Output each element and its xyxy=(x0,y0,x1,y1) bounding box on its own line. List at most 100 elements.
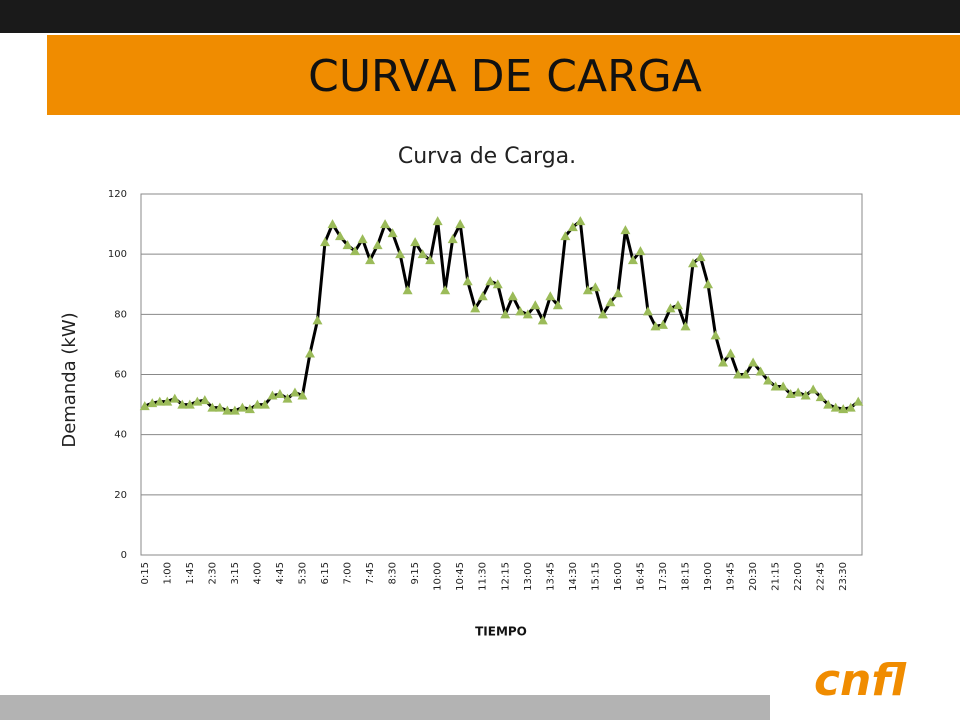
point-marker xyxy=(605,297,616,307)
point-marker xyxy=(695,252,706,262)
y-axis-title: Demanda (kW) xyxy=(59,312,80,447)
point-marker xyxy=(477,291,488,301)
x-tick-label: 4:00 xyxy=(252,562,263,584)
point-marker xyxy=(365,255,376,265)
point-marker xyxy=(417,249,428,259)
point-marker xyxy=(763,375,774,385)
point-marker xyxy=(672,300,683,310)
point-marker xyxy=(740,369,751,379)
series-line xyxy=(144,219,860,413)
point-marker xyxy=(327,219,338,229)
top-bar xyxy=(0,0,960,33)
point-marker xyxy=(657,319,668,329)
point-marker xyxy=(492,279,503,289)
point-marker xyxy=(342,240,353,250)
point-marker xyxy=(252,399,263,409)
point-marker xyxy=(815,392,826,402)
point-marker xyxy=(350,246,361,256)
point-marker xyxy=(823,399,834,409)
point-marker xyxy=(688,258,699,268)
point-marker xyxy=(748,357,759,367)
point-marker xyxy=(785,389,796,399)
point-marker xyxy=(237,402,248,412)
x-tick-label: 17:30 xyxy=(658,562,669,591)
point-marker xyxy=(462,276,473,286)
x-tick-label: 19:00 xyxy=(703,562,714,591)
x-tick-label: 1:45 xyxy=(185,562,196,584)
x-tick-label: 18:15 xyxy=(681,562,692,591)
point-marker xyxy=(627,255,638,265)
x-tick-label: 10:45 xyxy=(455,562,466,591)
point-marker xyxy=(199,395,210,405)
point-marker xyxy=(304,348,315,358)
x-tick-label: 2:30 xyxy=(207,562,218,584)
y-tick-label: 100 xyxy=(108,249,127,260)
point-marker xyxy=(522,309,533,319)
x-tick-label: 4:45 xyxy=(275,562,286,584)
point-marker xyxy=(680,321,691,331)
point-marker xyxy=(800,390,811,400)
point-marker xyxy=(552,300,563,310)
point-marker xyxy=(312,315,323,325)
point-marker xyxy=(274,389,285,399)
logo: cnfl xyxy=(814,655,907,706)
point-marker xyxy=(582,285,593,295)
y-tick-label: 120 xyxy=(108,189,127,200)
x-tick-label: 12:15 xyxy=(500,562,511,591)
point-marker xyxy=(372,240,383,250)
x-axis-title: TIEMPO xyxy=(475,625,527,639)
x-tick-label: 22:00 xyxy=(793,562,804,591)
point-marker xyxy=(507,291,518,301)
point-marker xyxy=(575,216,586,226)
point-marker xyxy=(612,288,623,298)
x-tick-label: 5:30 xyxy=(297,562,308,584)
point-marker xyxy=(650,321,661,331)
point-marker xyxy=(597,309,608,319)
point-marker xyxy=(395,249,406,259)
x-tick-label: 16:00 xyxy=(613,562,624,591)
point-marker xyxy=(297,390,308,400)
point-marker xyxy=(139,401,150,411)
point-marker xyxy=(590,282,601,292)
point-marker xyxy=(770,381,781,391)
x-tick-label: 23:30 xyxy=(838,562,849,591)
y-tick-label: 80 xyxy=(114,309,127,320)
x-tick-label: 13:00 xyxy=(523,562,534,591)
point-marker xyxy=(642,306,653,316)
point-marker xyxy=(537,315,548,325)
point-marker xyxy=(425,255,436,265)
x-tick-label: 21:15 xyxy=(771,562,782,591)
point-marker xyxy=(838,404,849,414)
point-marker xyxy=(162,396,173,406)
point-marker xyxy=(853,396,864,406)
y-tick-label: 60 xyxy=(114,370,127,381)
point-marker xyxy=(154,396,165,406)
x-tick-label: 7:45 xyxy=(365,562,376,584)
point-marker xyxy=(485,276,496,286)
point-marker xyxy=(718,357,729,367)
point-marker xyxy=(778,381,789,391)
point-marker xyxy=(147,398,158,408)
point-marker xyxy=(222,405,233,415)
x-tick-label: 3:15 xyxy=(230,562,241,584)
x-tick-label: 1:00 xyxy=(162,562,173,584)
x-tick-label: 13:45 xyxy=(545,562,556,591)
point-marker xyxy=(192,396,203,406)
slide-title: CURVA DE CARGA xyxy=(308,51,702,102)
point-marker xyxy=(500,309,511,319)
point-marker xyxy=(845,402,856,412)
point-marker xyxy=(733,369,744,379)
y-tick-label: 40 xyxy=(114,430,127,441)
point-marker xyxy=(447,234,458,244)
point-marker xyxy=(440,285,451,295)
y-tick-label: 0 xyxy=(121,550,127,561)
chart-title: Curva de Carga. xyxy=(398,144,576,169)
point-marker xyxy=(710,330,721,340)
point-marker xyxy=(320,237,331,247)
x-tick-label: 8:30 xyxy=(388,562,399,584)
point-marker xyxy=(665,303,676,313)
x-tick-label: 19:45 xyxy=(726,562,737,591)
point-marker xyxy=(635,246,646,256)
bottom-bar xyxy=(0,695,770,720)
